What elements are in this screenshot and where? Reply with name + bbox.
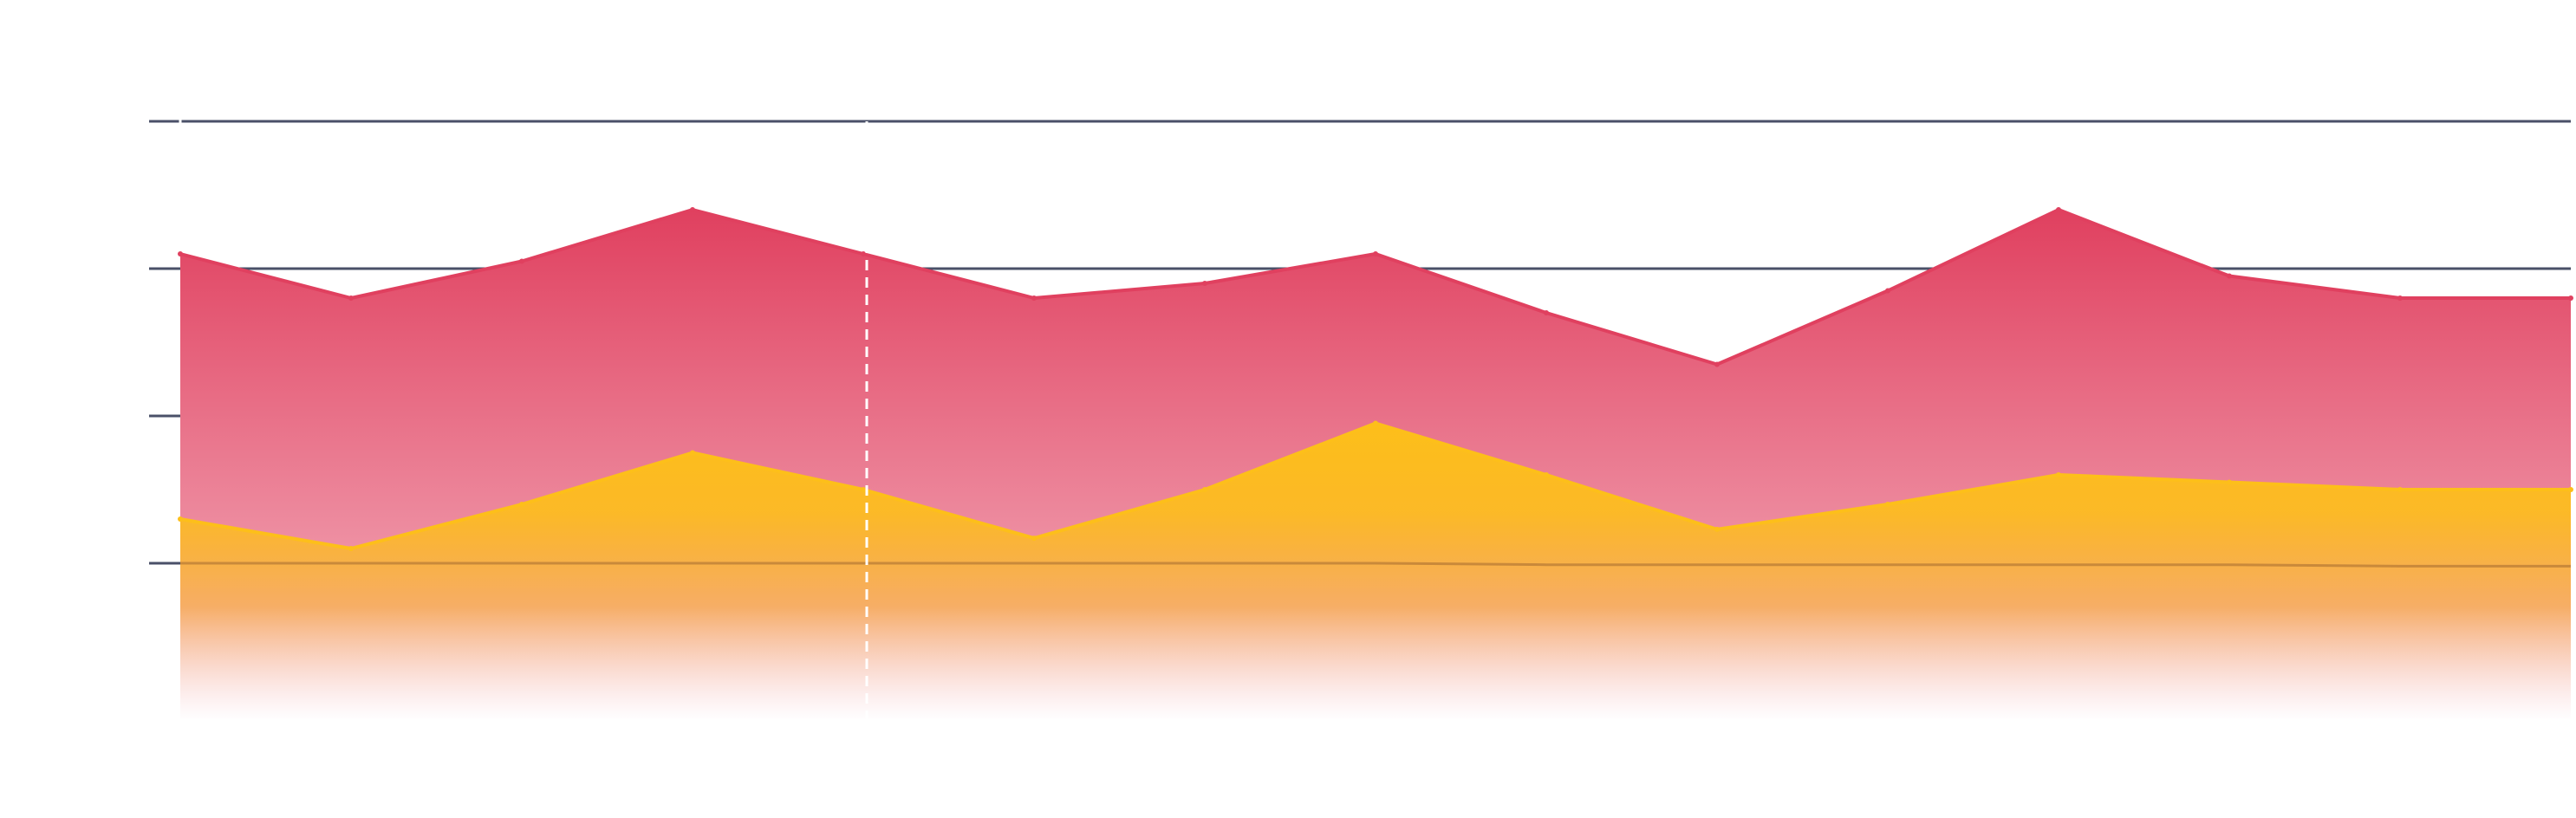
series-2-point-1[interactable] bbox=[348, 546, 354, 551]
series-1-point-0[interactable] bbox=[178, 251, 183, 256]
series-1-point-9[interactable] bbox=[1714, 361, 1720, 367]
series-2-point-4[interactable] bbox=[861, 487, 866, 492]
series-2-point-7[interactable] bbox=[1373, 420, 1378, 426]
series-1-point-3[interactable] bbox=[690, 207, 695, 212]
series-1-point-7[interactable] bbox=[1373, 251, 1378, 256]
series-1-point-13[interactable] bbox=[2397, 295, 2403, 301]
series-2-point-5[interactable] bbox=[1031, 536, 1037, 542]
series-1-point-10[interactable] bbox=[1885, 288, 1890, 294]
series-2-point-0[interactable] bbox=[178, 516, 183, 522]
series-1-point-1[interactable] bbox=[348, 295, 354, 301]
series-1-point-2[interactable] bbox=[519, 258, 524, 264]
series-2-point-14[interactable] bbox=[2568, 487, 2573, 492]
series-2-point-12[interactable] bbox=[2227, 479, 2232, 485]
series-2-point-9[interactable] bbox=[1714, 526, 1720, 532]
series-1-point-6[interactable] bbox=[1202, 281, 1207, 286]
bottom-fade bbox=[179, 607, 2573, 721]
series-2-point-6[interactable] bbox=[1202, 487, 1207, 492]
series-1-point-4[interactable] bbox=[861, 251, 866, 256]
series-2-point-13[interactable] bbox=[2397, 487, 2403, 492]
series-2-point-11[interactable] bbox=[2056, 472, 2061, 477]
series-1-point-5[interactable] bbox=[1031, 295, 1037, 301]
series-1-point-8[interactable] bbox=[1544, 310, 1549, 315]
series-1-point-14[interactable] bbox=[2568, 295, 2573, 301]
series-2-point-10[interactable] bbox=[1885, 502, 1890, 507]
series-2-point-8[interactable] bbox=[1544, 472, 1549, 477]
series-1-point-11[interactable] bbox=[2056, 207, 2061, 212]
overlay-layer bbox=[179, 118, 2573, 721]
series-1-point-12[interactable] bbox=[2227, 273, 2232, 279]
series-2-point-2[interactable] bbox=[519, 502, 524, 507]
series-2-point-3[interactable] bbox=[690, 450, 695, 456]
series-line-3 bbox=[180, 562, 2571, 568]
